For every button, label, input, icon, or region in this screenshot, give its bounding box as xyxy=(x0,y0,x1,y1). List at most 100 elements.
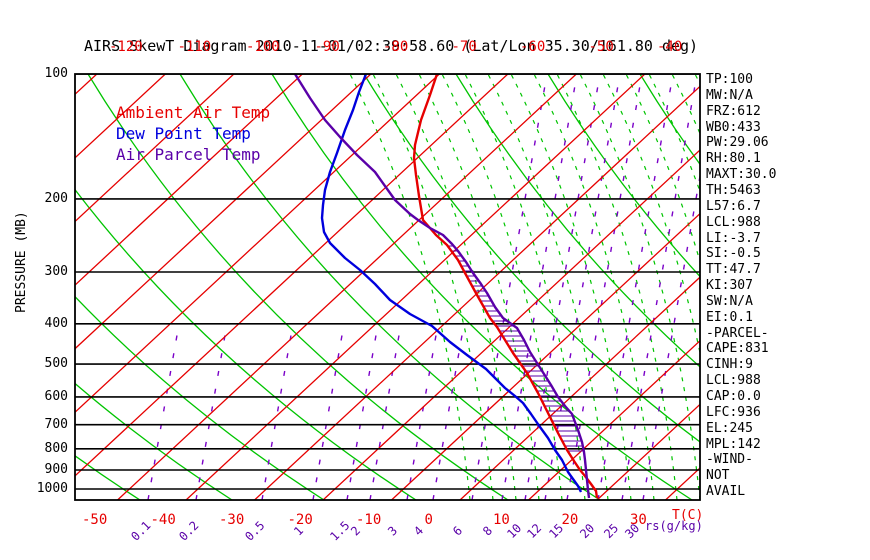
stat-line: LCL:988 xyxy=(706,214,761,230)
mixing-ratio-line xyxy=(369,329,401,500)
bottom-temp-label: 20 xyxy=(561,512,579,528)
stat-line: PW:29.06 xyxy=(706,135,769,151)
stat-line: RH:80.1 xyxy=(706,151,761,167)
bottom-temp-label: 30 xyxy=(630,512,647,528)
bottom-temp-label: -10 xyxy=(356,512,382,528)
pressure-tick-label: 1000 xyxy=(36,481,68,496)
isotherm-line xyxy=(185,74,646,500)
isotherm-line xyxy=(322,149,700,500)
stat-line: LI:-3.7 xyxy=(706,230,761,246)
stat-line: FRZ:612 xyxy=(706,103,761,119)
moist-adiabat-line xyxy=(418,74,540,500)
grid-lines xyxy=(75,74,870,500)
moist-adiabat-line xyxy=(372,74,494,500)
curve-ambient-air-temp xyxy=(412,74,599,499)
dry-adiabat-line xyxy=(75,188,417,500)
mixing-ratio-line xyxy=(346,329,378,500)
moist-adiabat-line xyxy=(349,74,471,500)
isotherm-line xyxy=(75,74,303,286)
dry-adiabat-line xyxy=(271,74,693,500)
moist-adiabat-line xyxy=(556,74,678,500)
stat-line: MAXT:30.0 xyxy=(706,167,777,183)
pressure-tick-label: 700 xyxy=(44,416,68,432)
x-axis-title-mixing-ratio: rs(g/kg) xyxy=(645,519,703,533)
pressure-tick-label: 400 xyxy=(44,315,68,331)
stat-line: SI:-0.5 xyxy=(706,246,761,262)
isotherm-line xyxy=(75,74,166,159)
stat-line: CAP:0.0 xyxy=(706,389,761,404)
isotherm-line xyxy=(391,212,700,500)
stat-line: -PARCEL- xyxy=(706,325,769,341)
dry-adiabat-line xyxy=(75,295,325,500)
curve-air-parcel-temp xyxy=(293,74,591,499)
mixing-ratio-line xyxy=(597,74,674,500)
plot-frame xyxy=(74,73,701,501)
isotherm-line xyxy=(117,74,577,500)
mixing-ratio-line xyxy=(544,74,621,500)
top-temp-label: -60 xyxy=(520,39,546,55)
bottom-temp-label: -20 xyxy=(287,512,313,528)
bottom-temp-label: -50 xyxy=(82,512,108,528)
stat-line: EI:0.1 xyxy=(706,309,753,325)
moist-adiabat-line xyxy=(579,74,700,500)
dry-adiabat-line xyxy=(639,74,700,166)
isotherm-line xyxy=(459,276,700,500)
mixing-ratio-line xyxy=(501,74,578,500)
stat-line: NOT xyxy=(706,468,730,484)
isotherm-line xyxy=(75,74,509,477)
top-temp-label: -100 xyxy=(246,39,280,55)
isotherm-line xyxy=(596,403,700,500)
stat-line: AVAIL xyxy=(706,484,746,500)
mixing-ratio-line xyxy=(566,74,643,500)
stat-line: -WIND- xyxy=(706,452,753,468)
stat-line: LCL:988 xyxy=(706,373,761,389)
stat-line: SW:N/A xyxy=(706,293,753,309)
isotherm-line xyxy=(75,74,372,350)
pressure-tick-label: 800 xyxy=(44,440,68,456)
moist-adiabat-line xyxy=(487,74,609,500)
legend-item-dew-point-temp: Dew Point Temp xyxy=(116,124,251,143)
stat-line: MPL:142 xyxy=(706,436,761,452)
bottom-temp-label: 10 xyxy=(493,512,510,528)
chart-title: AIRS SkewT Diagram 2010-11-01/02:39:58.6… xyxy=(84,37,699,55)
isotherm-line xyxy=(75,74,440,414)
bottom-temp-label: -30 xyxy=(219,512,245,528)
isotherm-line xyxy=(528,339,700,500)
pressure-tick-label: 500 xyxy=(44,356,68,372)
mixing-ratio-line xyxy=(621,74,698,500)
bottom-temp-label: 0 xyxy=(424,512,433,528)
top-temp-label: -50 xyxy=(588,39,614,55)
moist-adiabat-line xyxy=(787,74,870,500)
dry-adiabat-line xyxy=(179,74,601,500)
isotherm-line xyxy=(75,74,235,223)
stat-line: CAPE:831 xyxy=(706,341,769,357)
dry-adiabat-line xyxy=(455,74,700,368)
moist-adiabat-line xyxy=(602,74,700,356)
stat-line: WB0:433 xyxy=(706,119,761,135)
dry-adiabat-line xyxy=(87,74,509,500)
legend-item-ambient-air-temp: Ambient Air Temp xyxy=(116,103,271,122)
pressure-tick-label: 200 xyxy=(44,190,68,206)
moist-adiabat-line xyxy=(441,74,563,500)
stat-line: TH:5463 xyxy=(706,182,761,198)
pressure-tick-label: 900 xyxy=(44,462,68,477)
stat-line: L57:6.7 xyxy=(706,198,761,214)
stat-line: LFC:936 xyxy=(706,404,761,420)
mixing-ratio-line xyxy=(642,172,700,500)
stat-line: KI:307 xyxy=(706,278,753,294)
stat-line: EL:245 xyxy=(706,420,753,436)
mixing-ratio-line xyxy=(312,329,344,500)
moist-adiabat-line xyxy=(533,74,655,500)
moist-adiabat-line xyxy=(464,74,586,500)
top-temp-label: -110 xyxy=(177,39,212,55)
bottom-temp-label: -40 xyxy=(150,512,176,528)
sounding-curves xyxy=(293,74,599,499)
dry-adiabat-line xyxy=(75,382,233,500)
moist-adiabat-line xyxy=(510,74,632,500)
pressure-tick-label: 100 xyxy=(44,66,68,81)
top-temp-label: -90 xyxy=(314,39,340,55)
legend-item-air-parcel-temp: Air Parcel Temp xyxy=(116,145,261,164)
stat-line: MW:N/A xyxy=(706,87,753,103)
